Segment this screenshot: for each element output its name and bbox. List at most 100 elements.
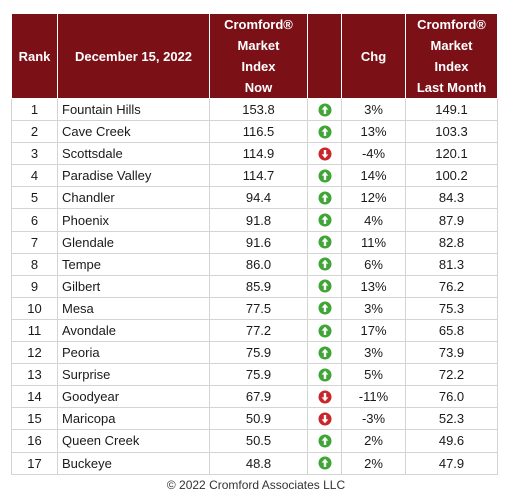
green-up-arrow-icon <box>318 368 331 382</box>
table-row: 17 Buckeye 48.8 2% 47.9 <box>11 451 498 475</box>
index-last-month-cell: 72.2 <box>405 363 498 387</box>
rank-cell: 17 <box>11 451 58 475</box>
city-cell: Goodyear <box>57 385 210 409</box>
index-now-cell: 116.5 <box>209 120 308 144</box>
city-cell: Mesa <box>57 296 210 320</box>
change-cell: 2% <box>341 429 406 453</box>
direction-cell <box>307 318 342 343</box>
city-cell: Glendale <box>57 230 210 254</box>
direction-cell <box>307 252 342 276</box>
table-row: 5 Chandler 94.4 12% 84.3 <box>11 186 498 210</box>
green-up-arrow-icon <box>318 301 331 315</box>
header-index-now-line: Now <box>244 80 273 95</box>
city-cell: Buckeye <box>57 451 210 475</box>
city-cell: Avondale <box>57 318 210 343</box>
table-row: 6 Phoenix 91.8 4% 87.9 <box>11 208 498 232</box>
table-row: 9 Gilbert 85.9 13% 76.2 <box>11 274 498 298</box>
table-row: 4 Paradise Valley 114.7 14% 100.2 <box>11 164 498 188</box>
index-now-cell: 50.5 <box>209 429 308 453</box>
index-last-month-cell: 73.9 <box>405 341 498 365</box>
change-cell: 3% <box>341 296 406 320</box>
rank-cell: 9 <box>11 274 58 298</box>
index-now-cell: 85.9 <box>209 274 308 298</box>
header-index-now-line: Market <box>237 38 280 53</box>
direction-cell <box>307 97 342 122</box>
city-cell: Gilbert <box>57 274 210 298</box>
index-now-cell: 153.8 <box>209 97 308 122</box>
index-now-cell: 91.8 <box>209 208 308 232</box>
city-cell: Surprise <box>57 363 210 387</box>
rank-cell: 14 <box>11 385 58 409</box>
table-row: 12 Peoria 75.9 3% 73.9 <box>11 341 498 365</box>
table-row: 13 Surprise 75.9 5% 72.2 <box>11 363 498 387</box>
rank-cell: 3 <box>11 142 58 166</box>
city-cell: Fountain Hills <box>57 97 210 122</box>
city-cell: Phoenix <box>57 208 210 232</box>
header-index-last-month: Cromford® Market Index Last Month <box>405 13 498 99</box>
table-row: 15 Maricopa 50.9 -3% 52.3 <box>11 407 498 431</box>
table-row: 2 Cave Creek 116.5 13% 103.3 <box>11 120 498 144</box>
index-now-cell: 86.0 <box>209 252 308 276</box>
header-change: Chg <box>341 13 406 99</box>
green-up-arrow-icon <box>318 279 331 293</box>
green-up-arrow-icon <box>318 346 331 360</box>
change-cell: 17% <box>341 318 406 343</box>
city-cell: Paradise Valley <box>57 164 210 188</box>
green-up-arrow-icon <box>318 169 331 183</box>
change-cell: -11% <box>341 385 406 409</box>
table-row: 14 Goodyear 67.9 -11% 76.0 <box>11 385 498 409</box>
rank-cell: 13 <box>11 363 58 387</box>
header-rank: Rank <box>11 13 58 99</box>
rank-cell: 2 <box>11 120 58 144</box>
index-last-month-cell: 49.6 <box>405 429 498 453</box>
change-cell: 13% <box>341 274 406 298</box>
green-up-arrow-icon <box>318 324 331 338</box>
header-date: December 15, 2022 <box>57 13 210 99</box>
rank-cell: 15 <box>11 407 58 431</box>
rank-cell: 12 <box>11 341 58 365</box>
header-index-last-line: Index <box>434 59 469 74</box>
change-cell: 11% <box>341 230 406 254</box>
direction-cell <box>307 451 342 475</box>
city-cell: Peoria <box>57 341 210 365</box>
change-cell: -4% <box>341 142 406 166</box>
index-now-cell: 75.9 <box>209 363 308 387</box>
rank-cell: 4 <box>11 164 58 188</box>
table-row: 11 Avondale 77.2 17% 65.8 <box>11 318 498 343</box>
change-cell: 5% <box>341 363 406 387</box>
index-now-cell: 48.8 <box>209 451 308 475</box>
index-now-cell: 114.9 <box>209 142 308 166</box>
header-index-now: Cromford® Market Index Now <box>209 13 308 99</box>
change-cell: -3% <box>341 407 406 431</box>
direction-cell <box>307 274 342 298</box>
index-last-month-cell: 149.1 <box>405 97 498 122</box>
index-now-cell: 67.9 <box>209 385 308 409</box>
index-now-cell: 75.9 <box>209 341 308 365</box>
rank-cell: 10 <box>11 296 58 320</box>
index-last-month-cell: 76.2 <box>405 274 498 298</box>
index-last-month-cell: 103.3 <box>405 120 498 144</box>
direction-cell <box>307 407 342 431</box>
rank-cell: 11 <box>11 318 58 343</box>
direction-cell <box>307 385 342 409</box>
header-index-last-line: Cromford® <box>417 17 486 32</box>
index-last-month-cell: 82.8 <box>405 230 498 254</box>
table-row: 10 Mesa 77.5 3% 75.3 <box>11 296 498 320</box>
change-cell: 4% <box>341 208 406 232</box>
red-down-arrow-icon <box>318 390 331 404</box>
rank-cell: 5 <box>11 186 58 210</box>
direction-cell <box>307 186 342 210</box>
header-index-last-line: Last Month <box>416 80 487 95</box>
direction-cell <box>307 341 342 365</box>
city-cell: Cave Creek <box>57 120 210 144</box>
index-now-cell: 77.5 <box>209 296 308 320</box>
direction-cell <box>307 120 342 144</box>
table-body: 1 Fountain Hills 153.8 3% 149.1 2 Cave Creek 11… <box>11 97 498 475</box>
change-cell: 14% <box>341 164 406 188</box>
header-index-now-line: Cromford® <box>224 17 293 32</box>
city-cell: Chandler <box>57 186 210 210</box>
city-cell: Maricopa <box>57 407 210 431</box>
rank-cell: 6 <box>11 208 58 232</box>
header-direction <box>307 13 342 99</box>
index-last-month-cell: 76.0 <box>405 385 498 409</box>
